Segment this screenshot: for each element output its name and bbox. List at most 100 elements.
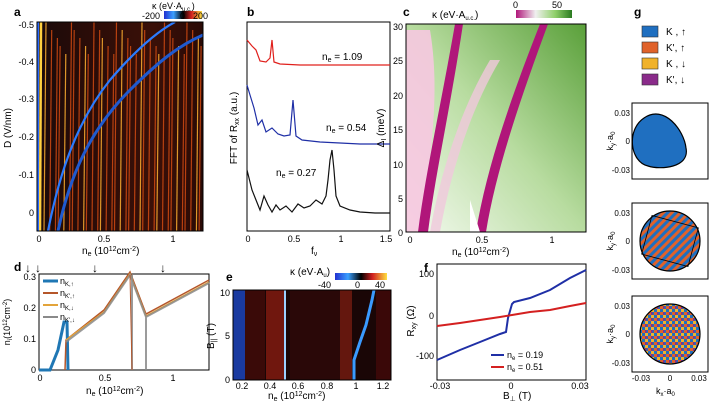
colorbar-a (164, 11, 202, 19)
heatmap-stripe (195, 37, 199, 231)
svg-text:ky·a0: ky·a0 (605, 231, 617, 251)
svg-text:κ (eV·Au.c.): κ (eV·Au.c.) (152, 1, 195, 13)
heatmap-stripe (99, 37, 103, 231)
heatmap-stripe (119, 29, 123, 231)
x-tick: 1.2 (377, 381, 390, 391)
y-tick: 0 (429, 311, 434, 321)
svg-text:nK,↓: nK,↓ (60, 300, 74, 312)
panel-letter-c: c (403, 5, 410, 19)
heatmap-stripe (43, 22, 47, 231)
svg-text:-0.03: -0.03 (612, 266, 631, 275)
y-tick: 30 (393, 22, 403, 32)
svg-text:nK',↑: nK',↑ (60, 288, 75, 300)
x-tick: 0 (508, 381, 513, 391)
x-axis-label-f: B⊥ (T) (503, 391, 531, 401)
y-tick: 0 (225, 375, 230, 385)
x-tick: 0.8 (321, 381, 334, 391)
heatmap-stripe (57, 45, 61, 231)
x-tick: 0.03 (571, 381, 589, 391)
fft-trace-blue (246, 84, 390, 145)
heatmap-stripe (49, 29, 53, 231)
svg-text:ky·a0: ky·a0 (605, 324, 617, 344)
heatmap-stripe (83, 45, 87, 231)
svg-text:nK',↓: nK',↓ (60, 312, 75, 324)
x-axis-label-c: ne (1012cm-2) (452, 247, 509, 259)
y-tick: -0.4 (18, 57, 34, 67)
heatmap-stripe (128, 45, 132, 231)
heatmap-stripe (113, 22, 118, 231)
heatmap-stripe (139, 22, 143, 231)
panel-b: b ne = 1.09 ne = 0.54 ne = 0.27 FFT of R… (229, 5, 392, 258)
svg-text:K', ↓: K', ↓ (666, 75, 685, 86)
y-tick: 0.3 (23, 272, 36, 282)
arrow-marker: ↓ (25, 261, 31, 275)
y-axis-label-d: ni(1012cm-2) (2, 299, 14, 345)
panel-f: f 100 0 -100 Rxy (Ω) -0.03 0 0.03 B⊥ (T)… (406, 261, 589, 401)
heatmap-e-features (233, 290, 391, 380)
legend-f: ne = 0.19 ne = 0.51 (491, 350, 543, 374)
colorbar-a-tick: 200 (193, 11, 208, 21)
heatmap-stripe (167, 29, 171, 231)
x-axis-label-a: ne (1012cm-2) (82, 246, 139, 258)
fermi-pocket (639, 303, 701, 365)
svg-text:0.03: 0.03 (614, 302, 630, 311)
fermi-pocket (639, 210, 701, 272)
y-tick: -0.1 (18, 170, 34, 180)
panel-e: e κ (eV·Au) -40 0 40 0 5 10 B|| (T) 0.2 … (206, 267, 392, 401)
panel-d: d ↓ ↓ ↓ ↓ 0 0.1 0.2 0.3 ni(1012cm-2) 0 0… (2, 260, 210, 398)
heatmap-stripe (77, 37, 81, 231)
colorbar-c-tick: 50 (552, 0, 562, 10)
x-tick: 0.2 (236, 381, 249, 391)
y-tick: 5 (398, 194, 403, 204)
colorbar-a-tick: 0 (180, 11, 185, 21)
svg-text:K , ↓: K , ↓ (666, 59, 686, 70)
svg-text:ky·a0: ky·a0 (605, 131, 617, 151)
x-tick: 1 (170, 234, 175, 244)
y-axis-label-b: FFT of Rxx (a.u.) (229, 92, 241, 164)
x-axis-label-e: ne (1012cm-2) (268, 391, 325, 401)
x-tick: 0 (407, 235, 412, 245)
x-tick: 0.4 (264, 381, 277, 391)
y-tick: 10 (220, 288, 230, 298)
x-tick: 0.5 (476, 235, 489, 245)
colorbar-e-tick: -40 (318, 280, 331, 290)
x-tick: -0.03 (430, 381, 451, 391)
svg-text:ne = 0.51: ne = 0.51 (507, 362, 543, 374)
panel-letter-g: g (634, 5, 641, 19)
x-tick: 1 (549, 235, 554, 245)
fft-trace-black (246, 149, 390, 214)
colorbar-e-tick: 0 (355, 280, 360, 290)
y-tick: 0 (398, 228, 403, 238)
svg-text:0.03: 0.03 (614, 109, 630, 118)
y-axis-label-a: D (V/nm) (3, 108, 14, 148)
svg-text:kx·a0: kx·a0 (656, 386, 676, 398)
panel-c: c 0 50 κ (eV·Au.c.) 30 25 20 15 10 5 0 Δ… (376, 0, 587, 259)
heatmap-stripe (156, 53, 160, 231)
legend-g: K , ↑ K', ↑ K , ↓ K', ↓ (641, 25, 686, 86)
y-tick: 0 (29, 208, 34, 218)
svg-text:K , ↑: K , ↑ (666, 27, 686, 38)
y-tick: 5 (225, 331, 230, 341)
colorbar-c-label: κ (eV·Au.c.) (432, 10, 478, 22)
panel-letter-b: b (247, 5, 254, 19)
y-tick: 15 (393, 125, 403, 135)
y-tick: 20 (393, 91, 403, 101)
x-tick: 1.5 (380, 234, 393, 244)
heatmap-stripe (91, 22, 95, 231)
colorbar-c (516, 10, 572, 18)
colorbar-a-label: κ (eV·A (152, 1, 182, 11)
svg-text:-0.03: -0.03 (632, 374, 651, 383)
fft-trace-red (246, 39, 390, 66)
heatmap-stripe (105, 45, 109, 231)
rxy-trace-red (436, 302, 587, 327)
svg-text:K', ↑: K', ↑ (666, 43, 685, 54)
x-axis-label-b: fν (311, 246, 318, 258)
colorbar-e-label: κ (eV·Au) (290, 267, 330, 279)
heatmap-stripe (71, 29, 75, 231)
svg-text:0: 0 (626, 137, 631, 146)
colorbar-e-tick: 40 (375, 280, 385, 290)
heatmap-stripe (111, 53, 115, 231)
x-tick: 1 (353, 381, 358, 391)
svg-text:ne = 0.19: ne = 0.19 (507, 350, 543, 362)
line-n-k-up (39, 320, 70, 372)
